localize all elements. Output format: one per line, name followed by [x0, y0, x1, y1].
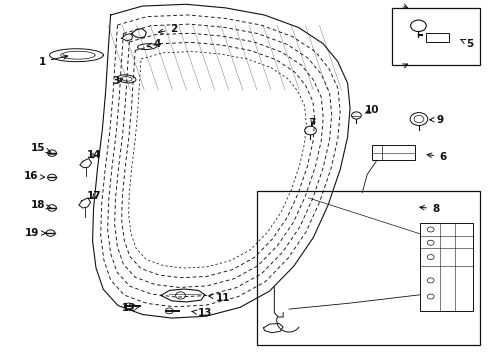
- Text: 5: 5: [461, 39, 473, 49]
- Bar: [392, 8, 480, 65]
- Bar: [257, 191, 480, 345]
- Text: 1: 1: [39, 55, 68, 67]
- Text: 14: 14: [87, 150, 102, 160]
- Bar: [426, 33, 449, 41]
- Bar: [420, 223, 473, 311]
- Text: 12: 12: [122, 303, 140, 314]
- Text: 7: 7: [309, 118, 316, 128]
- Text: 13: 13: [192, 309, 212, 318]
- Text: 6: 6: [427, 152, 446, 162]
- Text: 15: 15: [30, 143, 51, 153]
- Text: 16: 16: [24, 171, 45, 181]
- Text: 2: 2: [158, 24, 178, 35]
- Text: 4: 4: [147, 40, 161, 49]
- Text: 11: 11: [209, 293, 230, 303]
- Text: 17: 17: [87, 191, 102, 201]
- Text: 9: 9: [430, 115, 444, 125]
- Text: 10: 10: [365, 105, 379, 115]
- Text: 3: 3: [112, 76, 123, 86]
- Text: 19: 19: [25, 228, 46, 238]
- Bar: [372, 145, 415, 160]
- Text: 8: 8: [420, 204, 439, 214]
- Text: 18: 18: [30, 200, 51, 210]
